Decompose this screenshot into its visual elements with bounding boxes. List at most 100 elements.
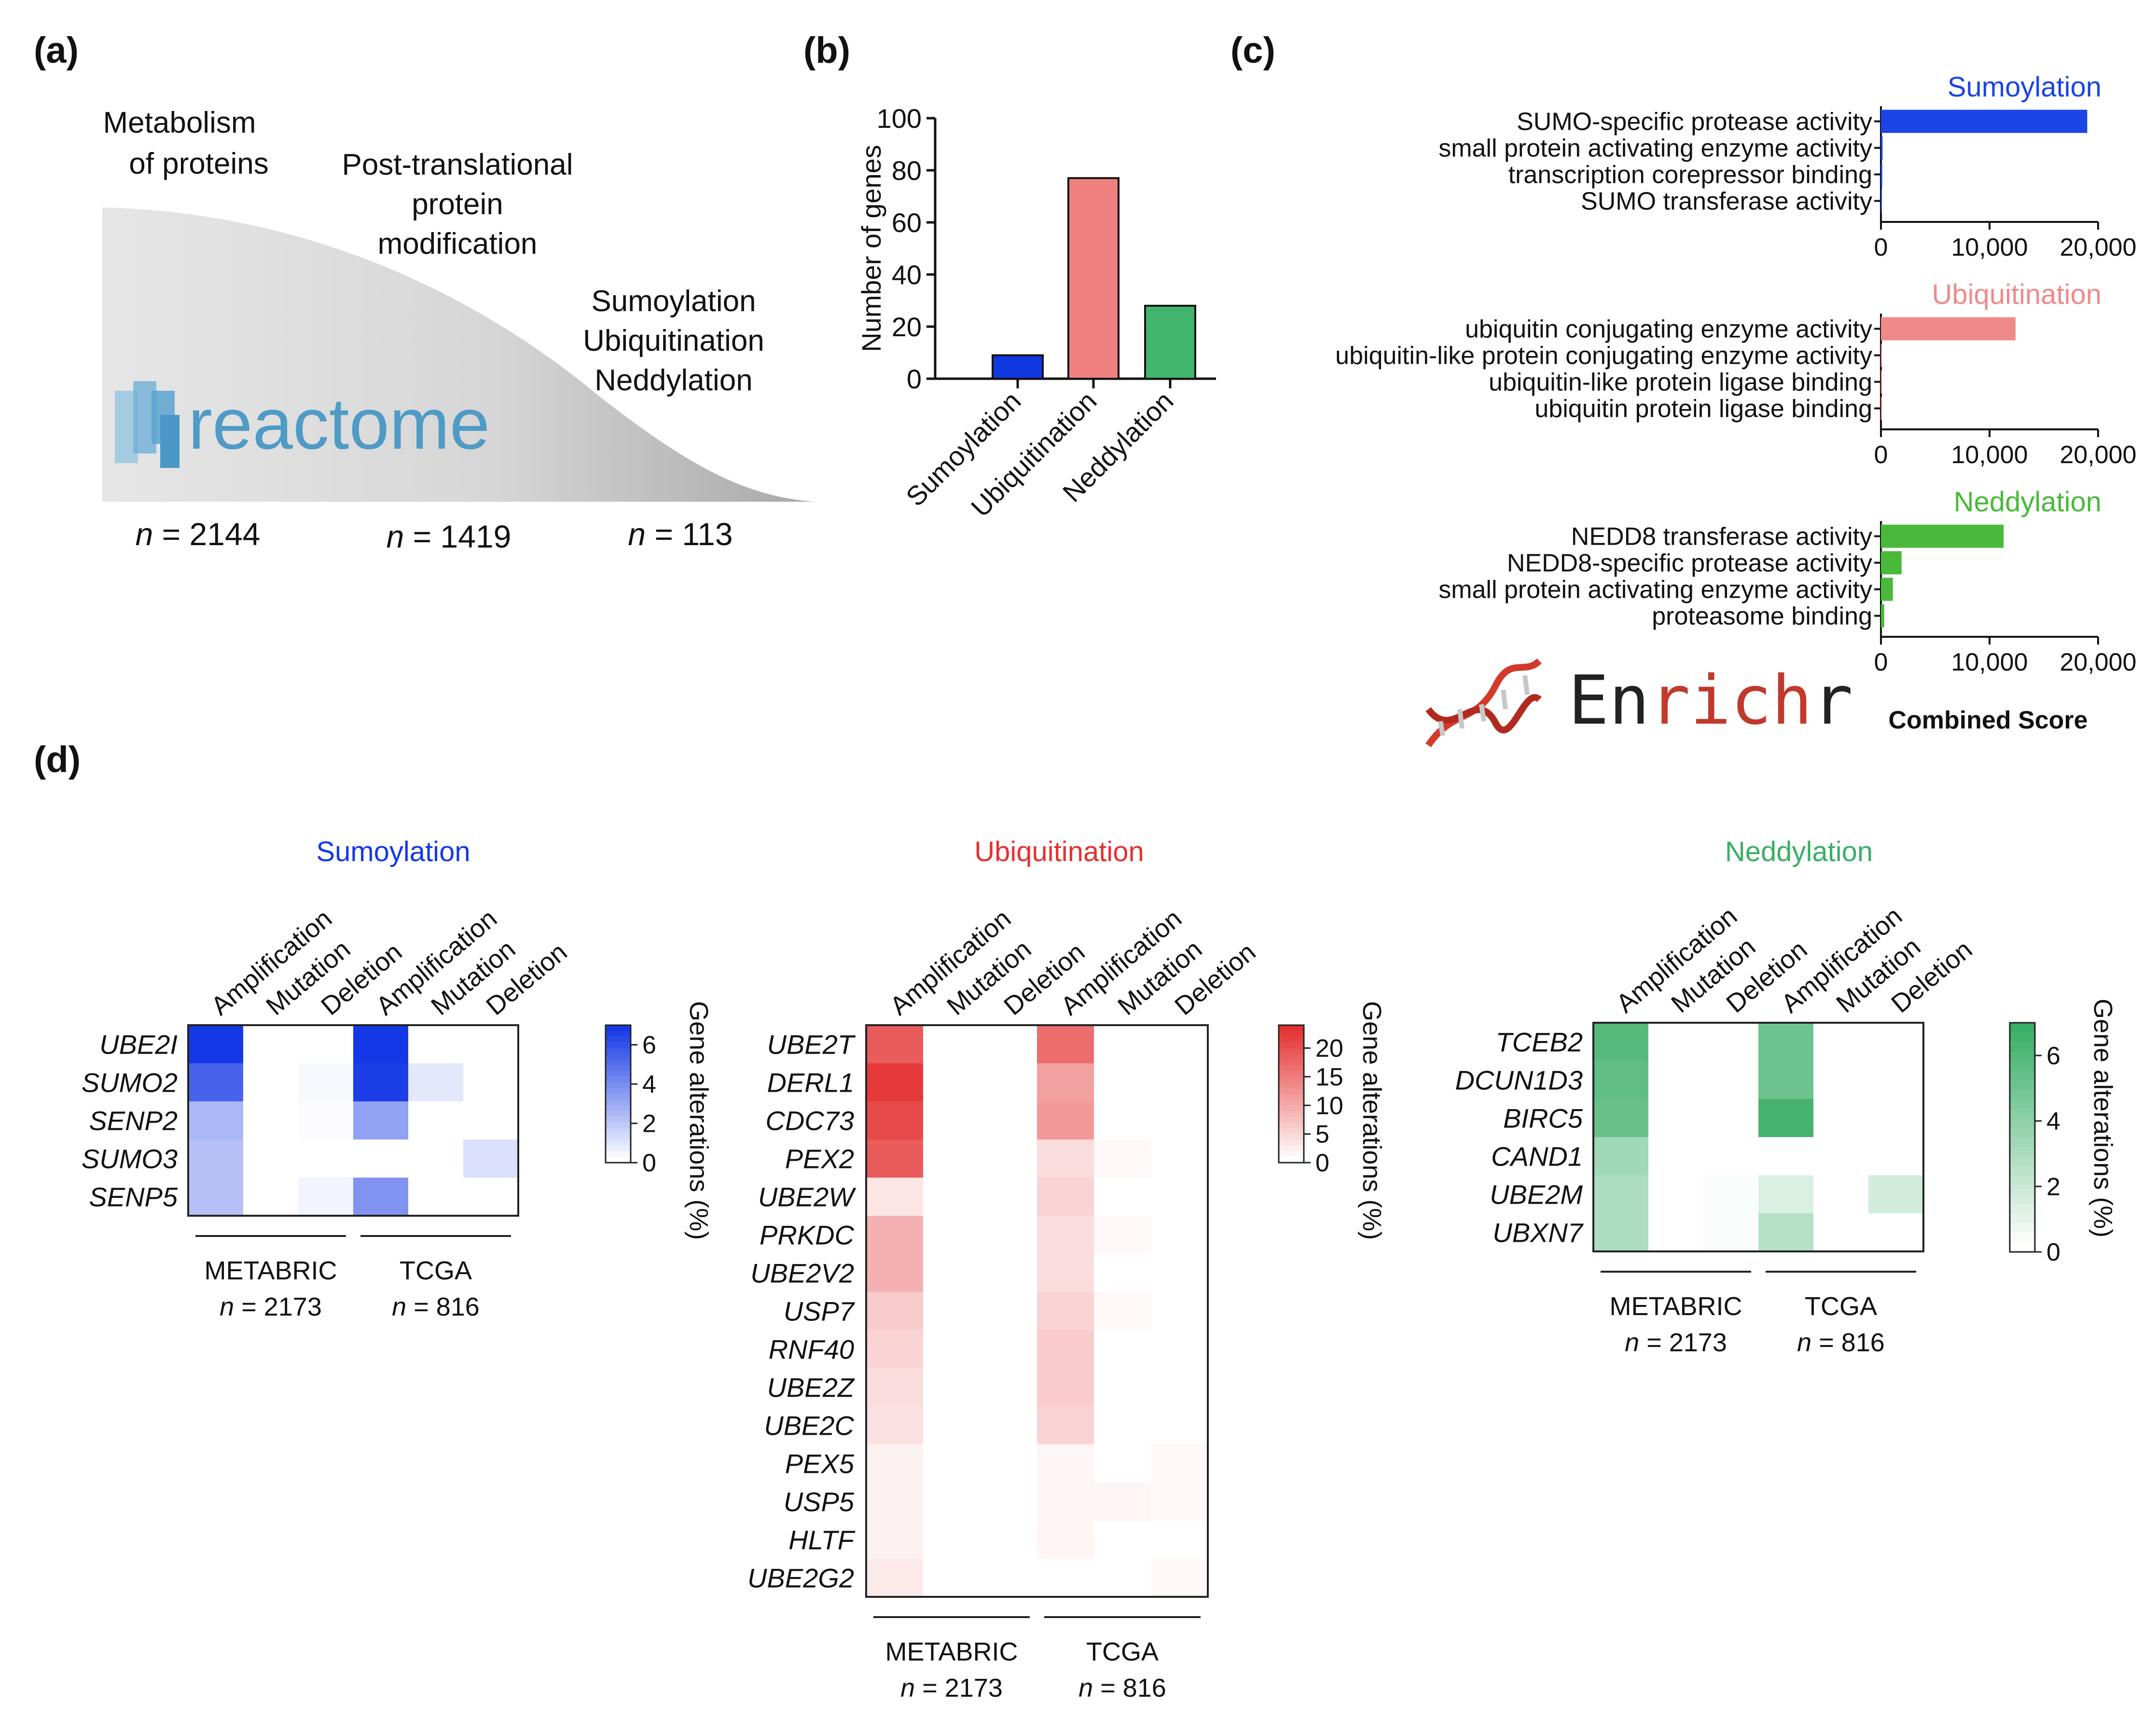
heatmap-cell	[463, 1063, 519, 1102]
heatmap-cell	[408, 1139, 464, 1178]
colorbar-tick-label: 4	[642, 1071, 656, 1098]
heatmap-cell	[1758, 1023, 1814, 1061]
colorbar-step	[1279, 1082, 1304, 1089]
heatmap-cell	[923, 1444, 981, 1483]
heatmap-cell	[1868, 1061, 1924, 1099]
colorbar-step	[1279, 1099, 1304, 1106]
y-tick-label: 100	[877, 103, 922, 134]
enrichr-term-label: NEDD8 transferase activity	[1571, 523, 1872, 551]
gene-label: UBE2I	[99, 1030, 178, 1060]
heatmap-cell	[1094, 1254, 1151, 1292]
colorbar-step	[1279, 1128, 1304, 1135]
colorbar-step	[606, 1128, 631, 1135]
heatmap-cell	[1094, 1101, 1151, 1140]
heatmap-cell	[923, 1292, 981, 1331]
heatmap-cell	[866, 1178, 924, 1216]
heatmap-cell	[923, 1216, 981, 1254]
gene-label: BIRC5	[1503, 1103, 1583, 1134]
group-label: METABRIC	[1609, 1292, 1742, 1321]
colorbar-step	[606, 1105, 631, 1112]
heatmap-cell	[866, 1444, 924, 1483]
stage2-line3: modification	[378, 227, 538, 261]
heatmap-cell	[866, 1254, 924, 1292]
colorbar-title: Gene alterations (%)	[2088, 999, 2117, 1237]
colorbar-step	[606, 1094, 631, 1100]
heatmap-cell	[1151, 1292, 1208, 1331]
heatmap-cell	[1593, 1137, 1649, 1176]
heatmap-cell	[923, 1101, 981, 1140]
heatmap-cell	[1813, 1023, 1869, 1061]
colorbar-step	[606, 1157, 631, 1163]
heatmap-neddylation: Neddylation TCEB2 DCUN1D3 BIRC5 CAND1 UBE2M UB…	[1455, 836, 2118, 1357]
group-count-n: n	[900, 1674, 915, 1702]
heatmap-cell	[1648, 1061, 1704, 1099]
enrichr-x-tick-label: 0	[1874, 233, 1888, 261]
colorbar-step	[606, 1071, 631, 1077]
colorbar-tick-label: 5	[1315, 1121, 1329, 1149]
colorbar-frame	[605, 1024, 632, 1164]
heatmap-cell	[980, 1101, 1037, 1140]
colorbar-step	[2010, 1127, 2035, 1138]
colorbar-step	[1279, 1088, 1304, 1095]
panel-c: (c) Enrichr Sumoylation SUMO-specific pro…	[1230, 30, 2137, 747]
enrichr-bar	[1881, 163, 1882, 186]
heatmap-cell	[243, 1101, 299, 1140]
gene-label: PEX5	[785, 1449, 855, 1479]
heatmap-cell	[980, 1254, 1037, 1292]
colorbar-step	[1279, 1048, 1304, 1055]
heatmap-cell	[1151, 1025, 1208, 1064]
heatmap-cell	[980, 1139, 1037, 1178]
heatmap-cell	[1037, 1559, 1094, 1597]
colorbar-step	[1279, 1105, 1304, 1112]
heatmap-cell	[1703, 1061, 1759, 1099]
colorbar-step	[1279, 1054, 1304, 1060]
colorbar-title: Gene alterations (%)	[684, 1001, 713, 1240]
colorbar-tick-label: 6	[642, 1031, 656, 1059]
bar-sumoylation	[992, 354, 1044, 380]
gene-label: UBE2Z	[767, 1373, 855, 1403]
heatmap-cell	[1648, 1137, 1704, 1176]
heatmap-cell	[1648, 1213, 1704, 1252]
gene-label: PRKDC	[760, 1220, 855, 1250]
heatmap-cell	[1868, 1213, 1924, 1252]
colorbar-step	[2010, 1223, 2035, 1234]
colorbar-step	[2010, 1137, 2035, 1148]
colorbar-step	[2010, 1051, 2035, 1062]
gene-label: HLTF	[788, 1525, 856, 1555]
heatmap-cell	[243, 1025, 299, 1064]
panel-b-label: (b)	[803, 30, 850, 71]
enrichr-bar	[1881, 136, 1883, 160]
colorbar-step	[2010, 1032, 2035, 1043]
colorbar-step	[1279, 1117, 1304, 1123]
colorbar-step	[606, 1111, 631, 1117]
colorbar-step	[2010, 1175, 2035, 1186]
heatmap-cell	[1593, 1061, 1649, 1099]
group-count-value: = 816	[1811, 1328, 1885, 1357]
heatmap-cell	[866, 1292, 924, 1331]
stage3-line3: Neddylation	[594, 364, 752, 397]
heatmap-cell	[408, 1101, 464, 1140]
colorbar-step	[2010, 1042, 2035, 1052]
heatmap-cell	[1037, 1063, 1094, 1102]
enrichr-x-tick-label: 10,000	[1951, 648, 2028, 676]
y-tick-label: 40	[892, 260, 922, 290]
gene-label: UBE2M	[1490, 1180, 1583, 1210]
gene-label: RNF40	[769, 1334, 854, 1365]
heatmap-cell	[408, 1063, 464, 1102]
heatmap-cell	[1037, 1330, 1094, 1369]
colorbar-step	[1279, 1145, 1304, 1152]
heatmap-cell	[980, 1216, 1037, 1254]
enrichr-x-tick-label: 20,000	[2059, 648, 2136, 676]
enrichr-term-label: ubiquitin conjugating enzyme activity	[1465, 316, 1872, 343]
colorbar-step	[606, 1065, 631, 1071]
heatmap-cell	[1037, 1101, 1094, 1140]
heatmap-cell	[1868, 1175, 1924, 1214]
heatmap-cell	[1703, 1137, 1759, 1176]
gene-label: USP5	[784, 1487, 855, 1517]
heatmap-cell	[866, 1483, 924, 1521]
colorbar-step	[606, 1151, 631, 1158]
heatmap-cell	[1151, 1063, 1208, 1102]
group-label: METABRIC	[204, 1256, 337, 1285]
heatmap-cell	[188, 1101, 244, 1140]
